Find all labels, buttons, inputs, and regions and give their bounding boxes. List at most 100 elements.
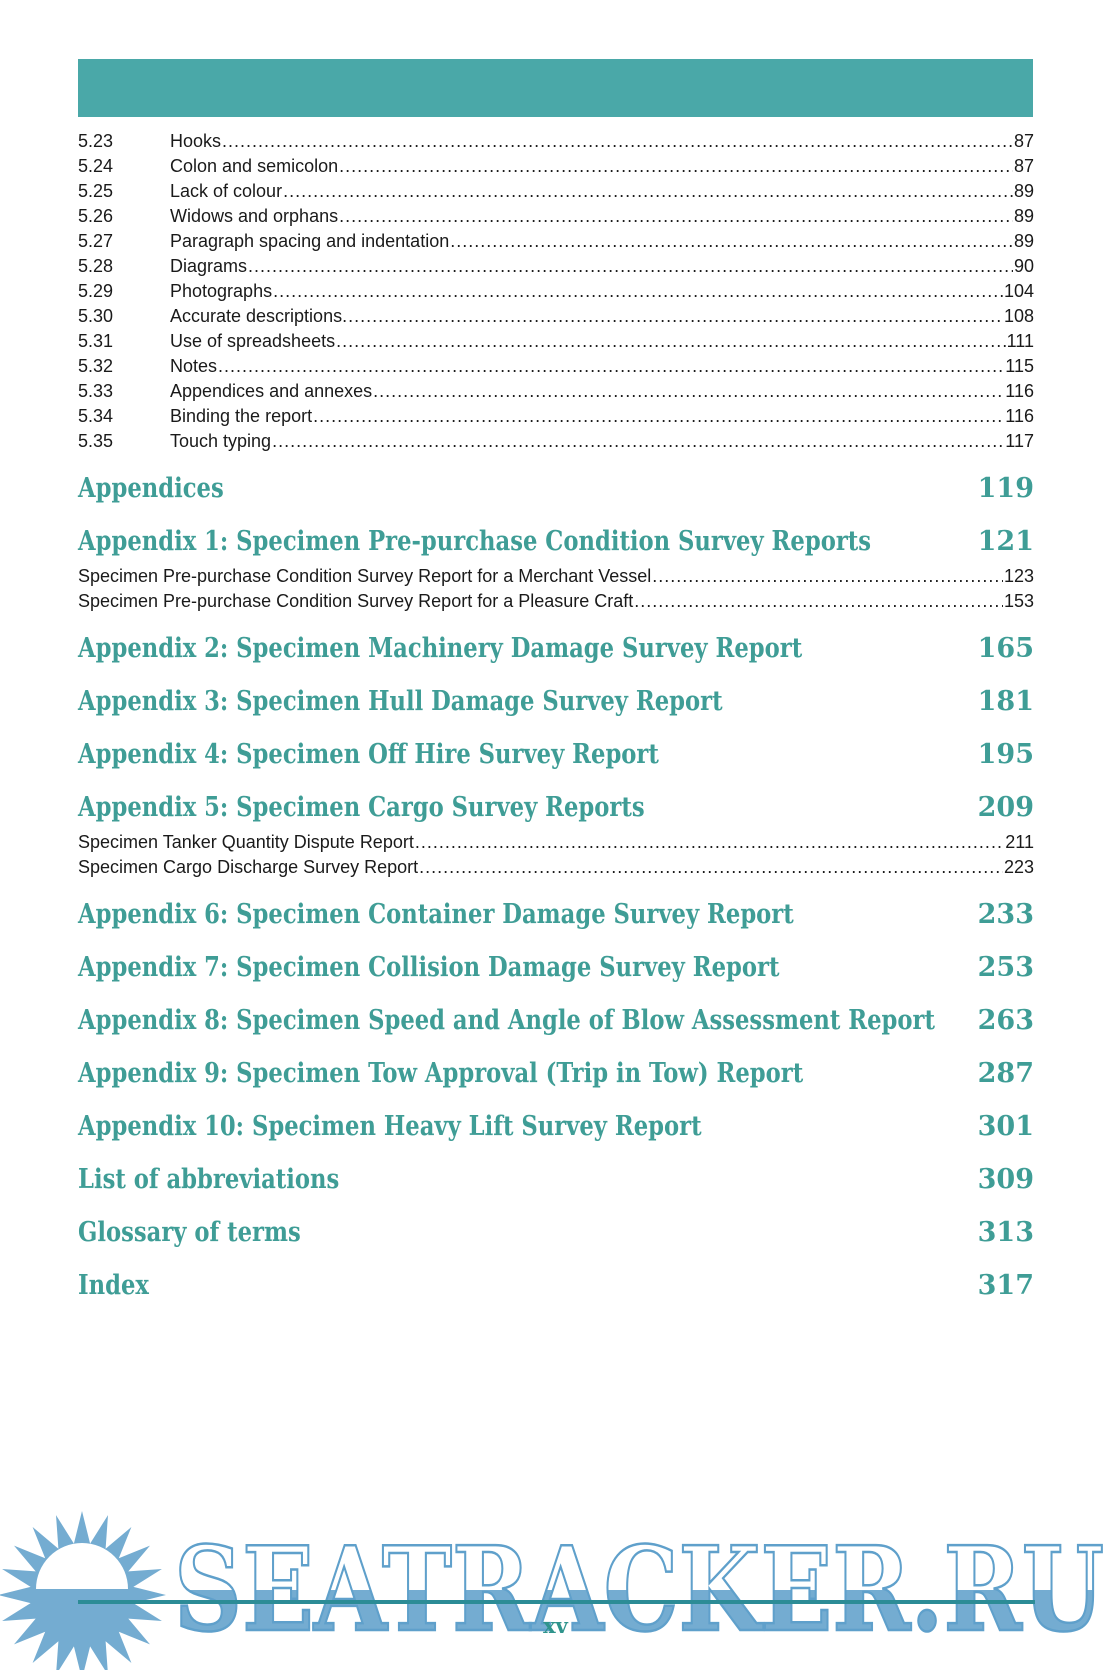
watermark-text: SEATRACKER.RU (173, 1521, 1106, 1646)
watermark-label: SEATRACKER.RU (174, 1522, 1104, 1646)
dot-leader (419, 855, 1003, 880)
toc-section-title: Appendices (78, 473, 224, 504)
dot-leader (336, 329, 1006, 354)
toc-section-page: 181 (977, 686, 1034, 717)
toc-entry: Specimen Tanker Quantity Dispute Report … (78, 830, 1034, 855)
toc-section-heading: Appendix 6: Specimen Container Damage Su… (78, 897, 1034, 933)
toc-section-title: Appendix 8: Specimen Speed and Angle of … (78, 1005, 935, 1036)
toc-entry-title: Specimen Pre-purchase Condition Survey R… (78, 566, 652, 586)
dot-leader (222, 129, 1013, 154)
dot-leader (218, 354, 1004, 379)
toc-section-title: Appendix 7: Specimen Collision Damage Su… (78, 952, 780, 983)
toc-section-page: 119 (977, 473, 1034, 504)
toc-section-page: 121 (977, 526, 1034, 557)
toc-entry-title: Paragraph spacing and indentation (170, 231, 450, 251)
toc-entry: 5.35 Touch typing 117 (78, 429, 1034, 454)
dot-leader (313, 404, 1004, 429)
toc-section-page: 317 (977, 1270, 1034, 1301)
dot-leader (248, 254, 1013, 279)
toc-section-heading: Appendix 2: Specimen Machinery Damage Su… (78, 631, 1034, 667)
toc-entry-number: 5.32 (78, 356, 114, 376)
toc-entry-title: Diagrams (170, 256, 248, 276)
toc-entry-title: Hooks (170, 131, 222, 151)
toc-entry-page: 89 (1013, 206, 1034, 226)
toc-section-heading: Appendix 10: Specimen Heavy Lift Survey … (78, 1109, 1034, 1145)
toc-entry-title: Lack of colour (170, 181, 283, 201)
toc-section-page: 209 (977, 792, 1034, 823)
toc-entry: 5.29 Photographs 104 (78, 279, 1034, 304)
toc-entry: 5.27 Paragraph spacing and indentation 8… (78, 229, 1034, 254)
toc-section-title: Glossary of terms (78, 1217, 301, 1248)
toc-entry-title: Specimen Pre-purchase Condition Survey R… (78, 591, 634, 611)
toc-entry-page: 90 (1013, 256, 1034, 276)
dot-leader (273, 279, 1003, 304)
dot-leader (415, 830, 1004, 855)
toc-section-heading: Appendix 9: Specimen Tow Approval (Trip … (78, 1056, 1034, 1092)
toc-entry-title: Colon and semicolon (170, 156, 339, 176)
toc-entry-page: 87 (1013, 131, 1034, 151)
toc-entry-number: 5.31 (78, 331, 114, 351)
toc-entry-page: 153 (1003, 591, 1034, 611)
toc-entry: 5.25 Lack of colour 89 (78, 179, 1034, 204)
toc-entry-title: Specimen Tanker Quantity Dispute Report (78, 832, 414, 852)
toc-content: 5.23 Hooks 87 5.24 Colon and semicolon 8… (78, 0, 1034, 1304)
toc-entry-page: 89 (1013, 231, 1034, 251)
dot-leader (339, 204, 1013, 229)
toc-entry-title: Notes (170, 356, 218, 376)
toc-section-page: 233 (977, 899, 1034, 930)
header-bar (78, 59, 1033, 117)
toc-entry-page: 111 (1006, 331, 1034, 351)
toc-entry-page: 123 (1003, 566, 1034, 586)
toc-section-heading: Appendix 4: Specimen Off Hire Survey Rep… (78, 737, 1034, 773)
toc-section-page: 253 (977, 952, 1034, 983)
appendix-sections: Appendices 119 Appendix 1: Specimen Pre-… (78, 471, 1034, 1304)
toc-entry-page: 116 (1005, 406, 1034, 426)
toc-section-title: Appendix 2: Specimen Machinery Damage Su… (78, 633, 803, 664)
toc-section-page: 195 (977, 739, 1034, 770)
toc-entry: 5.34 Binding the report 116 (78, 404, 1034, 429)
dot-leader (272, 429, 1004, 454)
toc-section-title: Appendix 6: Specimen Container Damage Su… (78, 899, 794, 930)
sub-entries: Specimen Tanker Quantity Dispute Report … (78, 830, 1034, 880)
toc-entry-number: 5.30 (78, 306, 114, 326)
page-number: xv (543, 1613, 568, 1638)
toc-section-title: Appendix 4: Specimen Off Hire Survey Rep… (78, 739, 659, 770)
toc-section-title: Appendix 5: Specimen Cargo Survey Report… (78, 792, 645, 823)
toc-section-title: Appendix 9: Specimen Tow Approval (Trip … (78, 1058, 804, 1089)
toc-section-heading: Appendix 3: Specimen Hull Damage Survey … (78, 684, 1034, 720)
toc-section-page: 313 (977, 1217, 1034, 1248)
dot-leader (283, 179, 1013, 204)
toc-entry: 5.31 Use of spreadsheets 111 (78, 329, 1034, 354)
footer-rule (78, 1600, 1035, 1604)
toc-entry-page: 223 (1003, 857, 1034, 877)
toc-entry-number: 5.27 (78, 231, 114, 251)
dot-leader (634, 589, 1003, 614)
toc-section-heading: List of abbreviations 309 (78, 1162, 1034, 1198)
toc-entry-page: 87 (1013, 156, 1034, 176)
toc-section-page: 287 (977, 1058, 1034, 1089)
toc-entry-number: 5.28 (78, 256, 114, 276)
toc-entry-page: 211 (1005, 832, 1034, 852)
toc-entry-page: 108 (1003, 306, 1034, 326)
toc-entry-number: 5.33 (78, 381, 114, 401)
toc-entry-number: 5.23 (78, 131, 114, 151)
dot-leader (652, 564, 1003, 589)
numbered-entries: 5.23 Hooks 87 5.24 Colon and semicolon 8… (78, 129, 1034, 454)
toc-section-page: 301 (977, 1111, 1034, 1142)
dot-leader (373, 379, 1004, 404)
toc-entry: 5.24 Colon and semicolon 87 (78, 154, 1034, 179)
toc-entry: Specimen Cargo Discharge Survey Report 2… (78, 855, 1034, 880)
toc-entry: 5.33 Appendices and annexes 116 (78, 379, 1034, 404)
toc-entry: 5.28 Diagrams 90 (78, 254, 1034, 279)
dot-leader (339, 154, 1013, 179)
toc-section-title: Appendix 10: Specimen Heavy Lift Survey … (78, 1111, 702, 1142)
toc-entry-page: 89 (1013, 181, 1034, 201)
toc-entry-page: 104 (1003, 281, 1034, 301)
toc-entry-title: Accurate descriptions. (170, 306, 348, 326)
toc-entry: 5.30 Accurate descriptions. 108 (78, 304, 1034, 329)
toc-section-heading: Glossary of terms 313 (78, 1215, 1034, 1251)
dot-leader (450, 229, 1013, 254)
toc-section-title: Index (78, 1270, 149, 1301)
toc-entry-title: Widows and orphans (170, 206, 339, 226)
